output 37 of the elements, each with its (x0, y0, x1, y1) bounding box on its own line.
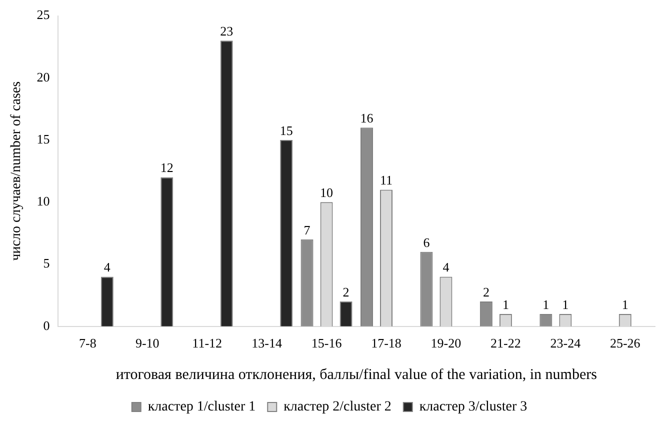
data-label: 11 (380, 172, 393, 188)
data-label: 15 (280, 122, 293, 138)
data-label: 2 (482, 284, 490, 300)
data-label: 7 (304, 222, 311, 238)
x-tick-label: 13-14 (252, 336, 282, 351)
x-tick-label: 11-12 (192, 336, 222, 351)
x-tick-label: 7-8 (78, 336, 96, 351)
y-axis-title: число случаев/number of cases (9, 81, 24, 261)
data-label: 2 (342, 284, 350, 300)
data-label: 12 (160, 160, 174, 176)
y-tick-label: 0 (43, 318, 50, 333)
y-tick-label: 10 (36, 194, 50, 209)
data-label: 16 (360, 110, 374, 126)
data-label: 1 (622, 296, 628, 312)
data-label: 23 (220, 24, 234, 39)
y-tick-label: 5 (43, 256, 50, 271)
x-tick-label: 23-24 (550, 336, 582, 351)
data-label: 1 (562, 296, 569, 312)
x-tick-label: 19-20 (430, 336, 462, 351)
data-label: 6 (423, 234, 430, 250)
x-tick-label: 21-22 (490, 336, 521, 351)
y-tick-label: 25 (36, 7, 50, 22)
y-tick-label: 20 (36, 69, 50, 84)
data-label: 4 (442, 260, 450, 275)
x-tick-label: 9-10 (135, 336, 160, 351)
data-label: 1 (502, 296, 509, 312)
data-label: 10 (320, 185, 334, 200)
x-tick-label: 25-26 (610, 336, 641, 351)
data-label: 1 (542, 296, 550, 312)
x-tick-label: 15-16 (311, 336, 342, 351)
legend-label: кластер 2/cluster 2 (284, 400, 392, 415)
legend-label: кластер 3/cluster 3 (419, 400, 528, 415)
x-tick-label: 17-18 (371, 336, 402, 351)
legend-label: кластер 1/cluster 1 (148, 400, 256, 415)
data-label: 4 (104, 260, 111, 275)
x-axis-title: итоговая величина отклонения, баллы/final value of the variation, in numbers (116, 366, 598, 383)
y-tick-label: 15 (36, 131, 50, 146)
